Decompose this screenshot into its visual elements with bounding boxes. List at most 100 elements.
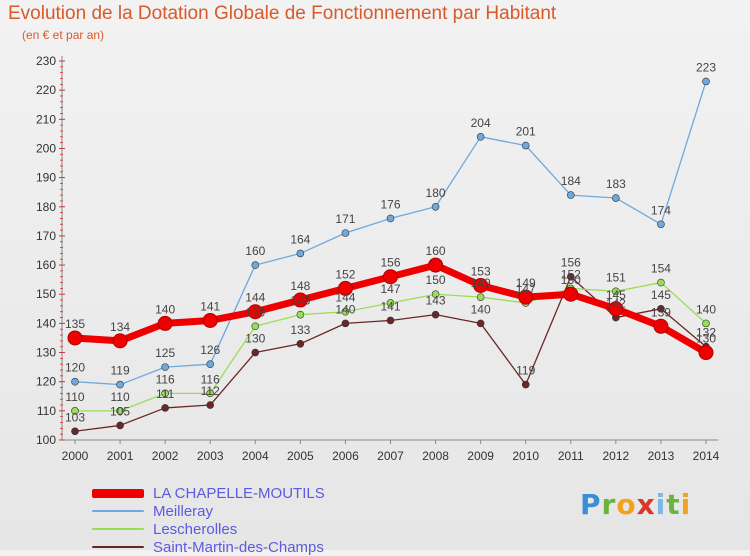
data-label: 180 [426, 186, 446, 200]
data-point [112, 333, 128, 349]
data-label: 130 [696, 332, 716, 346]
data-point [428, 257, 444, 273]
data-label: 164 [290, 232, 310, 246]
data-point [296, 310, 305, 319]
y-tick-label: 150 [36, 287, 56, 301]
data-label: 171 [335, 212, 355, 226]
legend-swatch [92, 528, 144, 530]
data-label: 132 [696, 326, 716, 340]
data-point [206, 360, 215, 369]
data-label: 156 [380, 256, 400, 270]
x-tick-label: 2008 [422, 449, 449, 463]
x-tick-label: 2011 [558, 449, 584, 463]
data-label: 140 [471, 302, 491, 316]
data-label: 144 [245, 291, 265, 305]
legend-swatch [92, 510, 144, 512]
legend-swatch [92, 488, 144, 498]
data-point [116, 380, 124, 389]
data-point [71, 427, 79, 436]
x-tick-label: 2005 [287, 449, 314, 463]
y-tick-label: 200 [36, 141, 56, 155]
data-point [702, 77, 710, 86]
data-label: 145 [606, 288, 626, 302]
chart-subtitle: (en € et par an) [22, 28, 105, 42]
data-label: 139 [651, 305, 671, 319]
data-label: 183 [606, 177, 626, 191]
data-label: 140 [696, 302, 716, 316]
legend-label: Saint-Martin-des-Champs [153, 538, 324, 556]
legend-swatch [92, 546, 144, 548]
x-tick-label: 2004 [242, 449, 269, 463]
data-label: 130 [245, 332, 265, 346]
legend-item: Saint-Martin-des-Champs [92, 538, 392, 556]
y-tick-label: 230 [36, 54, 56, 68]
data-point [698, 345, 714, 361]
data-point [161, 363, 169, 371]
data-label: 223 [696, 60, 716, 74]
data-label: 176 [380, 197, 400, 211]
legend-item: Lescherolles [92, 520, 392, 538]
data-point [563, 286, 579, 302]
data-point [608, 301, 624, 317]
data-label: 184 [561, 174, 581, 188]
series-line [74, 80, 707, 386]
data-label: 147 [516, 282, 536, 296]
logo-letter: P [580, 488, 602, 521]
data-point [702, 319, 710, 328]
y-tick-label: 180 [36, 200, 56, 214]
data-point [431, 310, 440, 319]
data-label: 105 [110, 404, 130, 418]
legend-label: LA CHAPELLE-MOUTILS [153, 484, 325, 502]
data-point [386, 214, 395, 223]
data-label: 140 [155, 302, 175, 316]
data-label: 120 [65, 361, 85, 375]
data-point [518, 289, 534, 305]
data-point [386, 316, 395, 325]
y-tick-label: 190 [36, 171, 56, 185]
data-label: 147 [380, 282, 400, 296]
data-label: 141 [380, 299, 400, 313]
data-label: 156 [561, 256, 581, 270]
x-tick-label: 2012 [603, 449, 630, 463]
line-chart: 100 110 120 130 140 150 160 170 180 190 200 210 220 2… [36, 54, 720, 463]
y-tick-label: 170 [36, 229, 56, 243]
y-tick-label: 120 [36, 375, 56, 389]
data-label: 116 [156, 372, 175, 386]
data-label: 143 [426, 294, 446, 308]
y-tick-label: 110 [37, 404, 56, 418]
data-label: 148 [290, 279, 310, 293]
data-point [476, 133, 485, 141]
y-tick-label: 140 [36, 316, 56, 330]
y-tick-label: 160 [36, 258, 56, 272]
data-label: 125 [155, 346, 175, 360]
logo-letter: i [680, 488, 692, 521]
data-label: 154 [651, 262, 671, 276]
data-point [431, 290, 440, 299]
y-tick-label: 130 [36, 346, 56, 360]
x-tick-label: 2014 [693, 449, 720, 463]
data-point [251, 261, 260, 269]
x-tick-label: 2003 [197, 449, 224, 463]
logo-letter: o [616, 488, 637, 521]
data-point [612, 194, 620, 202]
data-label: 143 [290, 294, 310, 308]
data-point [157, 315, 173, 331]
data-label: 110 [111, 390, 130, 404]
data-label: 111 [156, 387, 175, 401]
logo-letter: r [601, 488, 617, 521]
data-point [386, 299, 395, 307]
data-label: 149 [471, 276, 491, 290]
data-point [431, 202, 440, 211]
x-tick-label: 2009 [467, 449, 494, 463]
data-label: 150 [426, 273, 446, 287]
chart-title: Evolution de la Dotation Globale de Fonc… [8, 3, 557, 24]
data-label: 201 [516, 125, 536, 139]
data-label: 139 [245, 305, 265, 319]
data-label: 140 [335, 302, 355, 316]
x-tick-label: 2001 [107, 449, 134, 463]
data-point [657, 220, 665, 229]
data-point [247, 304, 263, 320]
data-label: 204 [471, 116, 491, 130]
data-point [67, 330, 83, 346]
legend-item: LA CHAPELLE-MOUTILS [92, 484, 392, 502]
